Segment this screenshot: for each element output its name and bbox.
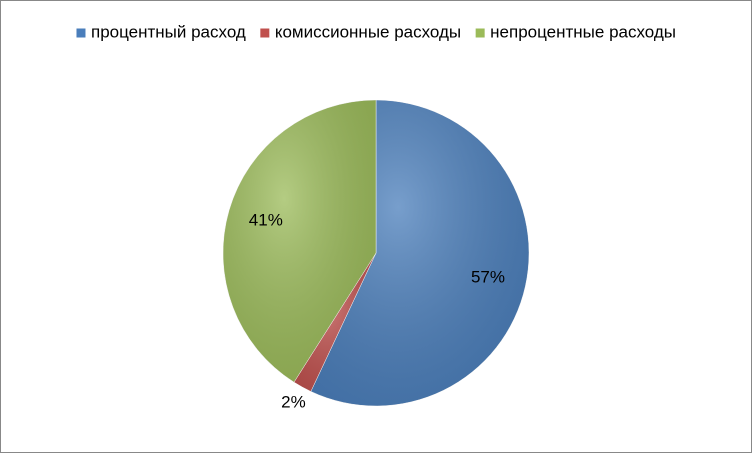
data-label: 41% [249, 210, 283, 229]
data-label: 2% [281, 393, 306, 412]
slice-shade [222, 100, 376, 383]
legend: процентный расход комиссионные расходы неп… [75, 22, 676, 41]
data-label: 57% [471, 268, 505, 287]
pie: 57% 2% 41% [222, 99, 530, 412]
legend-label: непроцентные расходы [490, 22, 676, 41]
slice-shade [294, 253, 376, 392]
slice-shade [310, 100, 529, 407]
legend-marker [474, 27, 486, 39]
legend-marker [75, 27, 87, 39]
legend-label: процентный расход [91, 22, 246, 41]
legend-label: комиссионные расходы [275, 22, 461, 41]
legend-marker [259, 27, 271, 39]
